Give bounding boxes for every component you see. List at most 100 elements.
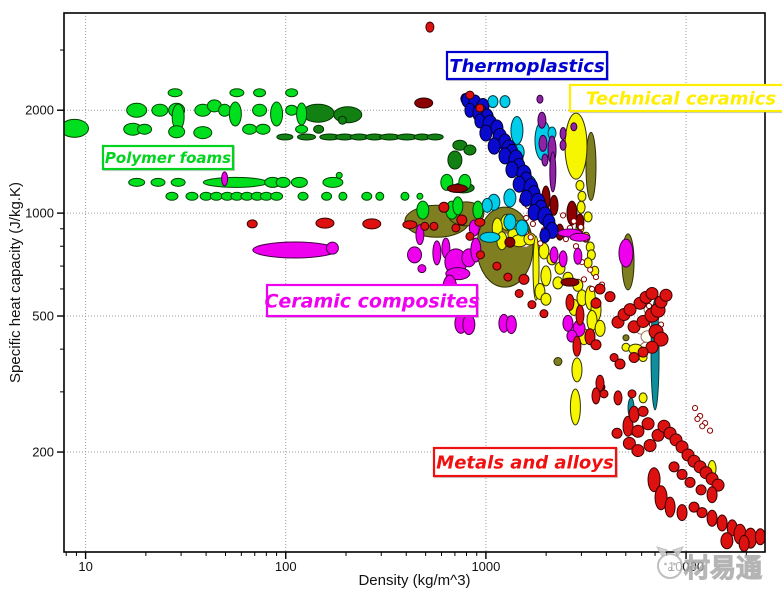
material-ellipse[interactable]: [537, 111, 547, 129]
material-ellipse[interactable]: [275, 176, 291, 188]
material-ellipse[interactable]: [228, 101, 242, 127]
material-ellipse[interactable]: [569, 232, 591, 242]
material-ellipse[interactable]: [560, 277, 580, 287]
material-ellipse[interactable]: [505, 161, 519, 179]
material-ellipse[interactable]: [622, 334, 630, 342]
material-ellipse[interactable]: [519, 189, 533, 207]
label-polymer-foams[interactable]: Polymer foams: [101, 144, 235, 171]
label-metals-and-alloys[interactable]: Metals and alloys: [432, 446, 618, 478]
material-ellipse[interactable]: [515, 219, 529, 237]
material-ellipse[interactable]: [253, 88, 267, 98]
material-ellipse[interactable]: [716, 514, 728, 532]
material-ellipse[interactable]: [696, 507, 708, 519]
material-ellipse[interactable]: [559, 212, 567, 219]
material-ellipse[interactable]: [559, 139, 567, 151]
label-box[interactable]: [432, 446, 618, 478]
material-ellipse[interactable]: [476, 250, 486, 260]
material-ellipse[interactable]: [609, 353, 619, 363]
material-ellipse[interactable]: [653, 331, 669, 347]
material-ellipse[interactable]: [570, 122, 578, 132]
material-ellipse[interactable]: [565, 293, 575, 311]
material-ellipse[interactable]: [645, 286, 659, 300]
material-ellipse[interactable]: [638, 392, 648, 404]
material-ellipse[interactable]: [465, 231, 475, 241]
material-ellipse[interactable]: [738, 535, 750, 552]
material-ellipse[interactable]: [562, 314, 574, 332]
material-ellipse[interactable]: [611, 427, 623, 439]
material-ellipse[interactable]: [60, 118, 89, 138]
material-ellipse[interactable]: [452, 196, 464, 216]
label-ceramic-composites[interactable]: Ceramic composites: [264, 283, 480, 318]
material-ellipse[interactable]: [668, 461, 680, 473]
label-box[interactable]: [445, 50, 609, 81]
material-ellipse[interactable]: [631, 444, 645, 458]
material-ellipse[interactable]: [694, 415, 701, 423]
material-ellipse[interactable]: [628, 405, 640, 423]
material-ellipse[interactable]: [407, 246, 423, 264]
material-ellipse[interactable]: [313, 124, 325, 134]
material-ellipse[interactable]: [479, 124, 493, 142]
material-ellipse[interactable]: [481, 197, 493, 213]
material-ellipse[interactable]: [337, 115, 347, 125]
material-ellipse[interactable]: [429, 221, 439, 231]
material-ellipse[interactable]: [570, 218, 577, 225]
material-ellipse[interactable]: [637, 405, 649, 417]
material-ellipse[interactable]: [285, 104, 299, 116]
material-ellipse[interactable]: [641, 417, 655, 431]
material-ellipse[interactable]: [645, 340, 659, 354]
material-ellipse[interactable]: [325, 241, 339, 255]
material-ellipse[interactable]: [447, 150, 463, 170]
material-ellipse[interactable]: [338, 191, 348, 201]
material-ellipse[interactable]: [590, 339, 602, 351]
material-ellipse[interactable]: [539, 309, 549, 319]
material-ellipse[interactable]: [590, 297, 602, 309]
material-ellipse[interactable]: [569, 388, 581, 426]
material-ellipse[interactable]: [426, 133, 444, 141]
material-ellipse[interactable]: [229, 88, 245, 98]
material-ellipse[interactable]: [553, 357, 563, 367]
material-ellipse[interactable]: [400, 191, 410, 201]
material-ellipse[interactable]: [472, 200, 484, 220]
material-ellipse[interactable]: [297, 133, 317, 141]
material-ellipse[interactable]: [165, 191, 179, 201]
material-ellipse[interactable]: [375, 191, 385, 201]
material-ellipse[interactable]: [170, 177, 186, 187]
material-ellipse[interactable]: [193, 126, 213, 140]
material-ellipse[interactable]: [361, 191, 373, 201]
material-ellipse[interactable]: [185, 191, 199, 201]
material-ellipse[interactable]: [487, 95, 499, 109]
material-ellipse[interactable]: [246, 219, 258, 229]
material-ellipse[interactable]: [529, 220, 537, 227]
material-ellipse[interactable]: [575, 304, 585, 326]
material-ellipse[interactable]: [510, 115, 524, 145]
material-ellipse[interactable]: [628, 352, 640, 364]
material-ellipse[interactable]: [627, 389, 637, 399]
material-ellipse[interactable]: [676, 468, 688, 480]
material-ellipse[interactable]: [209, 191, 223, 201]
material-ellipse[interactable]: [573, 247, 583, 265]
material-ellipse[interactable]: [706, 509, 718, 527]
material-ellipse[interactable]: [541, 153, 549, 167]
material-ellipse[interactable]: [588, 285, 596, 293]
material-ellipse[interactable]: [587, 266, 594, 273]
material-ellipse[interactable]: [503, 188, 517, 208]
material-ellipse[interactable]: [321, 191, 333, 201]
material-ellipse[interactable]: [137, 123, 153, 135]
material-ellipse[interactable]: [695, 484, 707, 496]
material-ellipse[interactable]: [416, 200, 430, 220]
material-ellipse[interactable]: [684, 476, 696, 488]
material-ellipse[interactable]: [252, 103, 268, 117]
material-ellipse[interactable]: [576, 200, 586, 214]
material-ellipse[interactable]: [691, 404, 699, 412]
material-ellipse[interactable]: [518, 273, 530, 285]
material-ellipse[interactable]: [270, 191, 284, 201]
material-ellipse[interactable]: [290, 176, 308, 188]
material-ellipse[interactable]: [276, 133, 294, 141]
material-ellipse[interactable]: [577, 190, 587, 202]
material-ellipse[interactable]: [462, 314, 476, 336]
material-ellipse[interactable]: [664, 496, 676, 518]
material-ellipse[interactable]: [549, 194, 559, 216]
material-ellipse[interactable]: [168, 125, 186, 139]
material-ellipse[interactable]: [577, 224, 584, 231]
material-ellipse[interactable]: [362, 218, 382, 230]
